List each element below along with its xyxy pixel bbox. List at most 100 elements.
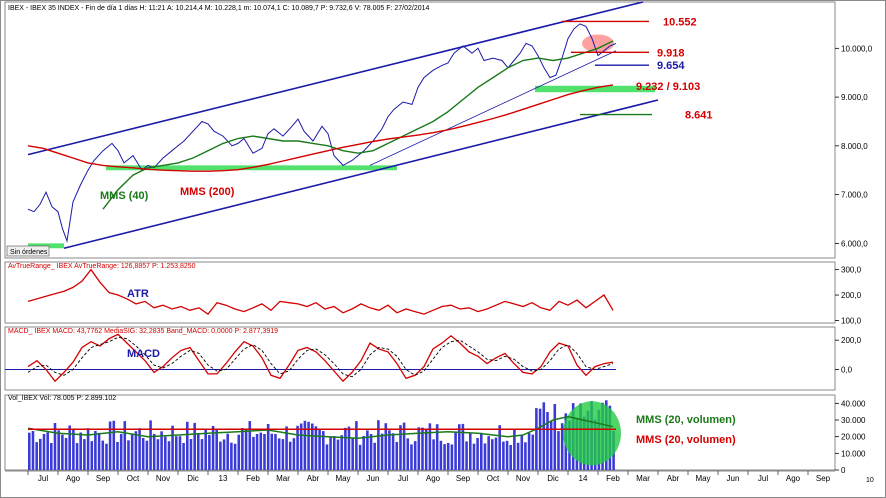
volume-bar-58 (237, 434, 241, 470)
month-label-13: Jul (398, 474, 408, 483)
volume-bar-114 (443, 444, 446, 470)
volume-bar-120 (465, 441, 468, 470)
volume-bar-53 (219, 441, 222, 470)
volume-bar-31 (138, 428, 141, 470)
volume-bar-33 (145, 440, 149, 470)
volume-bar-101 (395, 441, 399, 470)
volume-bar-26 (119, 433, 123, 470)
volume-bar-47 (197, 433, 200, 470)
volume-bar-81 (322, 431, 325, 470)
channel-lower-line (63, 99, 659, 250)
atr-panel-header: AvTrueRange_ IBEX AvTrueRange: 126,8857 … (8, 263, 196, 270)
volume-bar-68 (274, 434, 277, 470)
volume-bar-61 (248, 421, 252, 470)
volume-bar-25 (116, 442, 119, 470)
volume-panel-header: Vol_IBEX Vol: 78.005 P: 2.899.102 (8, 395, 116, 402)
mms200-label: MMS (200) (180, 186, 235, 198)
sin-ordenes-box (6, 245, 50, 257)
month-label-18: Dic (547, 474, 559, 483)
month-label-22: Abr (667, 474, 680, 483)
volume-bar-24 (112, 420, 116, 470)
month-label-4: Oct (127, 474, 140, 483)
volume-bar-59 (241, 428, 244, 470)
volume-bar-18 (90, 441, 94, 470)
volume-bar-71 (285, 426, 288, 470)
volume-bar-28 (127, 440, 130, 470)
level-label-4: 9.232 / 9.103 (636, 81, 700, 93)
volume-bar-128 (494, 437, 498, 470)
volume-bar-133 (513, 429, 516, 470)
volume-bar-82 (325, 444, 329, 470)
highlight-ellipse (582, 34, 614, 53)
volume-bar-57 (233, 443, 237, 470)
atr-ytick-label-3: 100,0 (841, 316, 862, 325)
volume-bar-127 (491, 439, 494, 470)
atr-series-line (27, 268, 614, 315)
volume-bar-121 (469, 432, 472, 470)
volume-bar-76 (303, 420, 307, 470)
macd-label: MACD (127, 348, 160, 360)
panel-frame-3 (4, 326, 836, 391)
volume-bar-62 (252, 436, 255, 470)
month-label-5: Nov (156, 474, 170, 483)
volume-bar-85 (336, 439, 340, 470)
volume-bar-51 (211, 426, 215, 470)
volume-bar-123 (476, 438, 479, 470)
volume-bar-55 (226, 433, 229, 470)
volume-bar-70 (281, 439, 285, 470)
atr-ytick-label-2: 200,0 (841, 291, 862, 300)
volume-bar-65 (263, 434, 266, 470)
volume-bar-116 (450, 444, 454, 470)
volume-bar-105 (410, 444, 413, 470)
month-label-7: 13 (219, 474, 228, 483)
moving-average-line-2 (27, 84, 614, 172)
volume-bar-106 (413, 441, 417, 470)
volume-bar-38 (164, 436, 167, 470)
volume-bar-136 (524, 442, 527, 470)
volume-bar-12 (68, 425, 71, 470)
volume-bar-98 (384, 423, 388, 470)
level-label-5: 8.641 (685, 110, 713, 122)
volume-bar-27 (123, 421, 127, 470)
month-label-16: Oct (487, 474, 500, 483)
volume-bar-112 (435, 424, 439, 470)
volume-bar-44 (186, 421, 189, 470)
volume-bar-142 (546, 412, 549, 470)
volume-bar-5 (42, 433, 46, 470)
volume-bar-60 (244, 428, 248, 470)
volume-bar-131 (505, 440, 509, 470)
volume-bar-72 (288, 441, 292, 470)
volume-bar-56 (230, 442, 233, 470)
volume-bar-66 (266, 424, 270, 470)
volume-bar-108 (421, 427, 424, 470)
volume-bar-23 (108, 421, 112, 470)
volume-bar-11 (64, 437, 68, 470)
price-ytick-label-4: 7.000,0 (841, 191, 868, 200)
macd-panel-header: MACD_ IBEX MACD: 43,7762 MediaSIG: 32,28… (8, 328, 278, 335)
month-label-8: Feb (246, 474, 260, 483)
macd-ytick-label-1: 200,0 (841, 336, 862, 345)
month-label-2: Ago (66, 474, 81, 483)
channel-upper-line (27, 1, 644, 156)
month-label-27: Sep (816, 474, 831, 483)
panel-frame-1 (4, 1, 836, 259)
volume-bar-83 (329, 436, 332, 470)
volume-bar-78 (311, 423, 314, 470)
volume-bar-14 (75, 443, 79, 470)
volume-ma-label-green: MMS (20, volumen) (636, 414, 736, 426)
volume-bar-15 (79, 432, 82, 470)
volume-bar-140 (538, 408, 542, 470)
month-label-3: Sep (96, 474, 111, 483)
volume-bar-21 (101, 440, 105, 470)
volume-bar-92 (362, 436, 365, 470)
volume-bar-109 (424, 428, 428, 470)
volume-bar-99 (388, 430, 391, 470)
volume-bar-40 (171, 425, 174, 470)
level-label-2: 9.918 (657, 47, 685, 59)
month-label-21: Mar (636, 474, 650, 483)
volume-bar-67 (270, 433, 274, 470)
month-label-17: Nov (516, 474, 530, 483)
volume-bar-143 (549, 421, 553, 470)
volume-bar-104 (406, 438, 410, 470)
price-panel-header: IBEX - IBEX 35 INDEX - Fin de día 1 días… (8, 5, 430, 12)
